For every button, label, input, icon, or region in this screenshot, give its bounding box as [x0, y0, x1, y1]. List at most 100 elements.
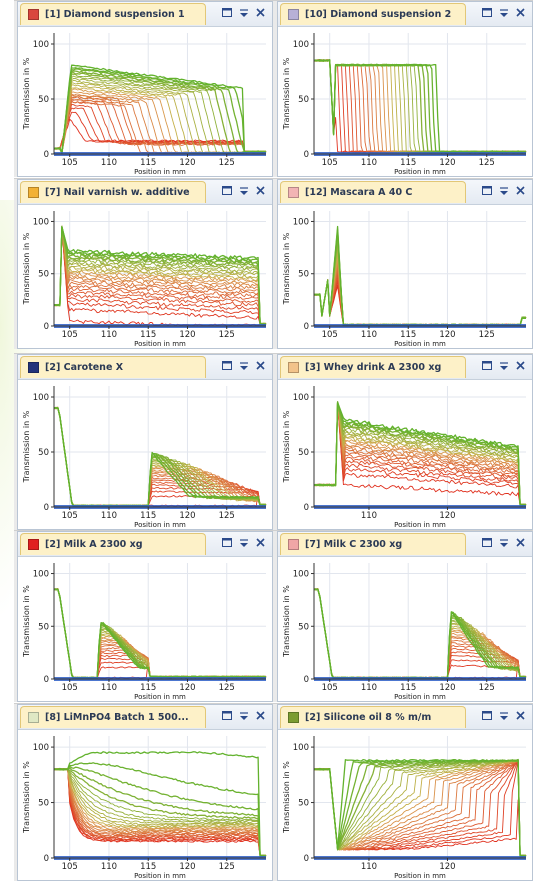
maximize-icon[interactable]: [481, 710, 492, 721]
x-tick-label: 120: [179, 862, 195, 872]
chart-window[interactable]: [12] Mascara A 40 C 0 50 100 105 110 115 120 125…: [277, 179, 533, 349]
y-tick-label: 0: [304, 675, 309, 685]
window-tab[interactable]: [3] Whey drink A 2300 xg: [280, 356, 466, 378]
window-tab[interactable]: [1] Diamond suspension 1: [20, 3, 206, 25]
window-title-bar[interactable]: [2] Silicone oil 8 % m/m: [278, 705, 532, 730]
maximize-icon[interactable]: [481, 185, 492, 196]
transmission-chart: 0 50 100 110 120 Transmission in % Position in…: [282, 386, 527, 529]
dropdown-icon[interactable]: [238, 7, 249, 18]
dropdown-icon[interactable]: [498, 710, 509, 721]
profile-curve: [53, 765, 267, 858]
sample-color-swatch: [28, 362, 39, 373]
y-axis-label: Transmission in %: [22, 232, 31, 305]
y-axis-label: Transmission in %: [22, 410, 31, 483]
close-icon[interactable]: [255, 7, 266, 18]
chart-window[interactable]: [3] Whey drink A 2300 xg 0 50 100 110 120 Tran…: [277, 354, 533, 530]
maximize-icon[interactable]: [221, 185, 232, 196]
close-icon[interactable]: [255, 710, 266, 721]
dropdown-icon[interactable]: [238, 185, 249, 196]
chart-window[interactable]: [7] Nail varnish w. additive 0 50 100 105 110…: [17, 179, 273, 349]
chart-window[interactable]: [2] Silicone oil 8 % m/m 0 50 100 110 120 Tran…: [277, 704, 533, 881]
y-tick-label: 50: [38, 95, 49, 105]
dropdown-icon[interactable]: [498, 7, 509, 18]
chart-window[interactable]: [2] Milk A 2300 xg 0 50 100 105 110 115 120 125 T…: [17, 531, 273, 702]
profile-curve: [313, 401, 527, 506]
dropdown-icon[interactable]: [498, 360, 509, 371]
dropdown-icon[interactable]: [498, 185, 509, 196]
profile-curve: [313, 760, 527, 857]
window-title-bar[interactable]: [7] Nail varnish w. additive: [18, 180, 272, 205]
profile-curve: [53, 225, 267, 327]
x-tick-label: 120: [179, 330, 195, 340]
close-icon[interactable]: [515, 710, 526, 721]
x-axis-label: Position in mm: [394, 340, 446, 348]
y-tick-label: 100: [293, 743, 309, 753]
chart-window[interactable]: [8] LiMnPO4 Batch 1 500... 0 50 100 105 110 11…: [17, 704, 273, 881]
profile-curve: [313, 759, 527, 857]
close-icon[interactable]: [515, 537, 526, 548]
maximize-icon[interactable]: [221, 360, 232, 371]
profile-curve: [313, 269, 527, 327]
maximize-icon[interactable]: [221, 537, 232, 548]
window-title-bar[interactable]: [1] Diamond suspension 1: [18, 2, 272, 27]
close-icon[interactable]: [255, 360, 266, 371]
chart-window[interactable]: [10] Diamond suspension 2 0 50 100 105 110 115…: [277, 1, 533, 177]
profile-curve: [53, 588, 267, 680]
profile-curve: [53, 226, 267, 325]
dropdown-icon[interactable]: [238, 710, 249, 721]
profile-curve: [313, 279, 527, 327]
window-tab[interactable]: [10] Diamond suspension 2: [280, 3, 466, 25]
window-tab[interactable]: [8] LiMnPO4 Batch 1 500...: [20, 706, 206, 728]
x-tick-label: 105: [62, 511, 78, 521]
profile-curve: [53, 768, 267, 857]
window-title-bar[interactable]: [3] Whey drink A 2300 xg: [278, 355, 532, 380]
profile-curve: [313, 238, 527, 327]
maximize-icon[interactable]: [481, 537, 492, 548]
window-tab[interactable]: [12] Mascara A 40 C: [280, 181, 466, 203]
chart-window[interactable]: [1] Diamond suspension 1 0 50 100 105 110 115 1…: [17, 1, 273, 177]
close-icon[interactable]: [515, 360, 526, 371]
chart-window[interactable]: [2] Carotene X 0 50 100 105 110 115 120 125 Trans…: [17, 354, 273, 530]
y-axis-label: Transmission in %: [282, 232, 291, 305]
profile-curve: [313, 279, 527, 327]
close-icon[interactable]: [255, 185, 266, 196]
window-tab[interactable]: [7] Milk C 2300 xg: [280, 533, 466, 555]
x-tick-label: 115: [400, 330, 416, 340]
sample-color-swatch: [28, 9, 39, 20]
x-axis-label: Position in mm: [394, 521, 446, 529]
profile-curve: [313, 261, 527, 327]
maximize-icon[interactable]: [221, 7, 232, 18]
maximize-icon[interactable]: [481, 360, 492, 371]
maximize-icon[interactable]: [221, 710, 232, 721]
window-title-bar[interactable]: [10] Diamond suspension 2: [278, 2, 532, 27]
close-icon[interactable]: [255, 537, 266, 548]
window-title-bar[interactable]: [2] Milk A 2300 xg: [18, 532, 272, 557]
window-title: [3] Whey drink A 2300 xg: [305, 362, 442, 373]
sample-color-swatch: [28, 187, 39, 198]
profile-curve: [313, 266, 527, 327]
profile-curve: [53, 225, 267, 325]
window-title-bar[interactable]: [8] LiMnPO4 Batch 1 500...: [18, 705, 272, 730]
x-tick-label: 120: [439, 330, 455, 340]
maximize-icon[interactable]: [481, 7, 492, 18]
chart-window[interactable]: [7] Milk C 2300 xg 0 50 100 105 110 115 120 125 T…: [277, 531, 533, 702]
window-tab[interactable]: [7] Nail varnish w. additive: [20, 181, 206, 203]
window-title-bar[interactable]: [12] Mascara A 40 C: [278, 180, 532, 205]
y-tick-label: 0: [304, 150, 309, 160]
dropdown-icon[interactable]: [498, 537, 509, 548]
window-title: [7] Milk C 2300 xg: [305, 539, 403, 550]
close-icon[interactable]: [515, 185, 526, 196]
profile-curve: [53, 67, 267, 154]
close-icon[interactable]: [515, 7, 526, 18]
window-tab[interactable]: [2] Carotene X: [20, 356, 206, 378]
dropdown-icon[interactable]: [238, 360, 249, 371]
transmission-plot: 0 50 100 105 110 115 120 125 Transmission in % Po…: [18, 380, 272, 529]
window-title-bar[interactable]: [2] Carotene X: [18, 355, 272, 380]
window-tab[interactable]: [2] Silicone oil 8 % m/m: [280, 706, 466, 728]
profile-curve: [53, 226, 266, 326]
window-tab[interactable]: [2] Milk A 2300 xg: [20, 533, 206, 555]
dropdown-icon[interactable]: [238, 537, 249, 548]
y-tick-label: 50: [38, 799, 49, 809]
window-title-bar[interactable]: [7] Milk C 2300 xg: [278, 532, 532, 557]
profile-curve: [53, 226, 267, 325]
